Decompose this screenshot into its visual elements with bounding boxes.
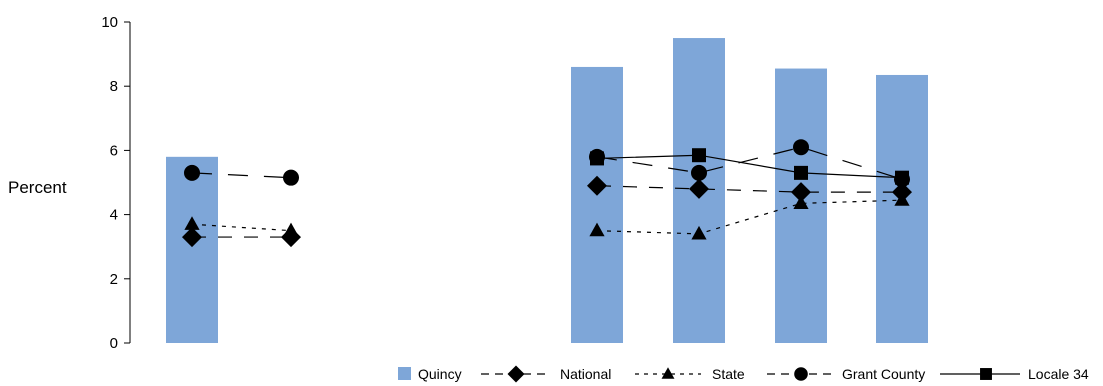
bar-quincy [571,66,623,343]
line-locale-34 [596,154,903,179]
y-tick-label: 0 [110,335,118,352]
y-tick-label: 10 [101,14,118,31]
y-tick-label: 6 [110,142,118,159]
line-grant-county [596,146,903,180]
bar-quincy [166,156,218,343]
legend: Quincy National State Grant County Locale 34 [398,365,1089,383]
line-national [596,185,902,193]
y-tick-label: 2 [110,271,118,288]
line-grant-county [191,172,292,179]
marker-national [892,182,912,203]
marker-state [184,216,200,230]
series-lines [191,146,903,238]
y-tick-label: 8 [110,78,118,95]
legend-label-quincy: Quincy [418,366,462,382]
line-state [596,199,903,235]
marker-national [587,175,607,196]
marker-locale-34 [895,170,909,185]
line-state [191,223,292,232]
marker-grant-county [691,164,707,181]
y-axis-label: Percent [8,178,67,197]
y-tick-label: 4 [110,207,118,224]
marker-state [283,222,299,237]
legend-marker-grant-county [794,367,808,381]
marker-state [589,222,605,237]
legend-marker-state [661,367,675,379]
legend-label-state: State [712,366,745,382]
marker-locale-34 [590,151,604,166]
y-axis: 0 2 4 6 8 10 [101,14,131,352]
series-markers [182,139,912,248]
bars [166,38,928,344]
marker-locale-34 [692,148,706,163]
marker-national [182,227,202,248]
marker-state [894,192,910,206]
marker-state [691,225,707,240]
legend-marker-national [507,365,525,383]
legend-label-locale-34: Locale 34 [1028,366,1089,382]
legend-marker-locale-34 [980,368,992,380]
marker-grant-county [793,139,809,156]
bar-quincy [876,74,928,343]
marker-national [689,178,709,199]
legend-swatch-quincy [398,367,411,380]
marker-grant-county [184,164,200,181]
marker-state [793,195,809,209]
marker-grant-county [283,169,299,186]
marker-locale-34 [794,165,808,180]
marker-national [791,182,811,203]
legend-label-national: National [560,366,611,382]
legend-label-grant-county: Grant County [842,366,925,382]
